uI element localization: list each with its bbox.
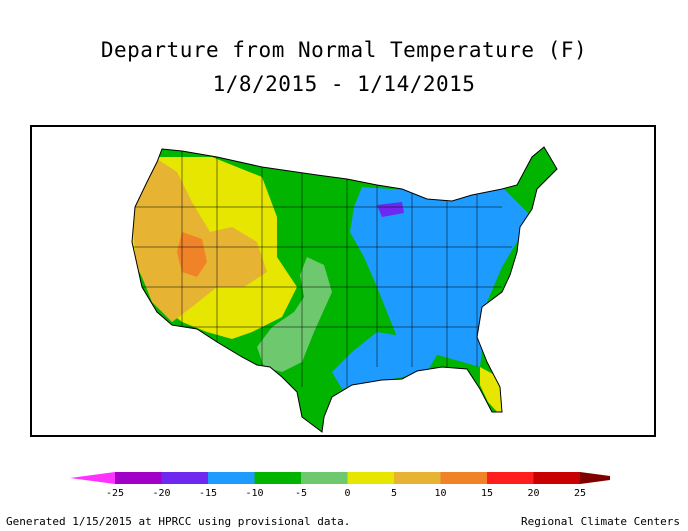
legend-swatch (440, 472, 487, 484)
region-lightgreen (257, 257, 332, 372)
map-svg (131, 146, 558, 433)
legend-tick-label: 20 (527, 488, 539, 499)
legend-tick-label: 0 (344, 488, 350, 499)
legend-swatch (254, 472, 301, 484)
legend-tick-label: -25 (106, 488, 124, 499)
legend-tick-label: -10 (245, 488, 263, 499)
legend-bar (70, 472, 610, 484)
legend-swatch (161, 472, 208, 484)
legend-swatch (394, 472, 441, 484)
region-base-green (132, 147, 557, 432)
temperature-departure-map (30, 125, 656, 437)
legend-swatch (347, 472, 394, 484)
legend-arrow-high (580, 472, 610, 484)
state-borders (132, 151, 512, 387)
legend-arrow-low (70, 472, 115, 484)
chart-title: Departure from Normal Temperature (F) (100, 38, 588, 62)
rcc-credit: Regional Climate Centers (521, 515, 680, 528)
region-florida-yellow (480, 367, 510, 417)
date-range: 1/8/2015 - 1/14/2015 (212, 72, 476, 96)
legend-swatch (301, 472, 348, 484)
legend-ticks: -25 -20 -15 -10 -5 0 5 10 15 20 25 (106, 488, 586, 499)
legend-swatch (115, 472, 162, 484)
generated-note: Generated 1/15/2015 at HPRCC using provi… (6, 515, 351, 528)
color-legend: -25 -20 -15 -10 -5 0 5 10 15 20 25 (70, 472, 610, 499)
region-purple (377, 202, 404, 217)
legend-tick-label: 10 (434, 488, 446, 499)
legend-tick-label: 25 (574, 488, 586, 499)
legend-swatch (487, 472, 534, 484)
legend-tick-label: -15 (199, 488, 217, 499)
region-blue (350, 187, 532, 367)
legend-swatch (533, 472, 580, 484)
legend-swatch (208, 472, 255, 484)
departure-regions (132, 147, 557, 432)
legend-tick-label: 15 (481, 488, 493, 499)
legend-tick-label: 5 (391, 488, 397, 499)
legend-tick-label: -20 (152, 488, 170, 499)
region-orange (177, 232, 207, 277)
legend-tick-label: -5 (295, 488, 307, 499)
